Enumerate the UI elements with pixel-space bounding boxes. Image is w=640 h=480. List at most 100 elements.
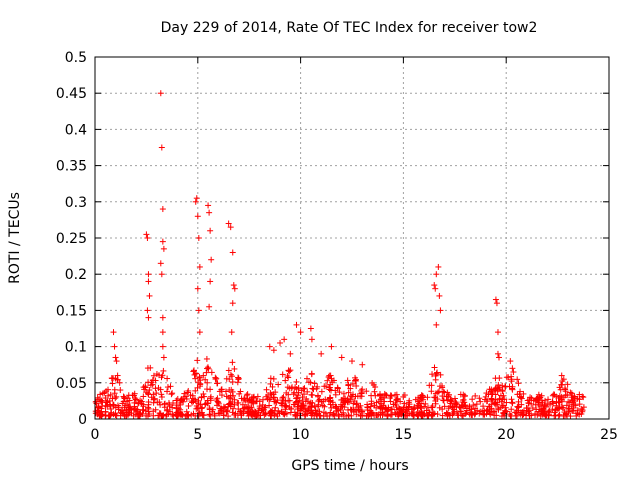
data-point: [230, 282, 237, 289]
baseline-point: [525, 399, 532, 406]
data-point: [359, 361, 366, 368]
data-point: [349, 358, 355, 365]
baseline-point: [155, 384, 162, 391]
baseline-point: [405, 406, 412, 413]
baseline-point: [222, 404, 229, 411]
x-tick-label: 10: [292, 427, 310, 443]
baseline-point: [107, 405, 114, 412]
baseline-point: [326, 384, 333, 391]
data-point: [287, 350, 294, 357]
baseline-point: [310, 386, 317, 393]
baseline-point: [232, 410, 239, 417]
data-point: [113, 358, 120, 365]
baseline-point: [327, 372, 334, 379]
baseline-point: [300, 406, 307, 413]
baseline-point: [235, 374, 242, 381]
baseline-point: [470, 402, 477, 409]
baseline-point: [125, 392, 132, 399]
baseline-point: [510, 369, 517, 376]
baseline-point: [305, 406, 312, 413]
baseline-point: [429, 371, 436, 378]
data-point: [281, 336, 288, 343]
data-point: [229, 249, 236, 256]
baseline-point: [363, 413, 370, 420]
baseline-point: [244, 405, 251, 412]
baseline-point: [345, 412, 352, 419]
baseline-point: [439, 393, 446, 400]
baseline-point: [204, 365, 211, 372]
baseline-point: [146, 411, 153, 418]
baseline-point: [184, 389, 191, 396]
baseline-point: [164, 375, 171, 382]
baseline-point: [262, 411, 269, 418]
y-tick-label: 0.05: [56, 376, 87, 392]
data-point: [194, 285, 201, 292]
baseline-point: [150, 408, 157, 415]
baseline-point: [517, 388, 524, 395]
data-point: [112, 354, 119, 361]
baseline-point: [133, 408, 140, 415]
data-point: [558, 372, 565, 379]
baseline-point: [434, 389, 441, 396]
baseline-point: [275, 381, 282, 388]
baseline-point: [207, 386, 214, 393]
baseline-point: [185, 412, 192, 419]
baseline-point: [353, 411, 360, 418]
x-tick-label: 5: [193, 427, 202, 443]
baseline-point: [250, 400, 257, 407]
baseline-point: [164, 388, 171, 395]
chart-title: Day 229 of 2014, Rate Of TEC Index for r…: [161, 20, 538, 36]
baseline-point: [303, 375, 310, 382]
baseline-point: [102, 402, 109, 409]
baseline-point: [168, 391, 175, 398]
baseline-point: [437, 383, 444, 390]
baseline-point: [229, 409, 236, 416]
baseline-point: [150, 399, 157, 406]
baseline-point: [167, 383, 174, 390]
baseline-point: [282, 402, 289, 409]
baseline-point: [279, 394, 286, 401]
baseline-point: [401, 392, 408, 399]
baseline-point: [580, 394, 587, 401]
baseline-point: [373, 412, 380, 419]
baseline-point: [499, 382, 506, 389]
baseline-point: [309, 410, 316, 417]
baseline-point: [300, 385, 307, 392]
baseline-point: [493, 412, 500, 419]
baseline-point: [373, 399, 380, 406]
baseline-point: [94, 394, 101, 401]
data-point: [297, 329, 304, 336]
baseline-point: [155, 372, 162, 379]
baseline-point: [293, 395, 300, 402]
baseline-point: [150, 372, 157, 379]
baseline-point: [294, 394, 301, 401]
baseline-point: [350, 406, 357, 413]
baseline-point: [525, 410, 532, 417]
baseline-point: [225, 367, 232, 374]
baseline-point: [562, 388, 569, 395]
data-point: [157, 90, 164, 97]
baseline-point: [227, 371, 234, 378]
baseline-point: [135, 400, 142, 407]
baseline-point: [95, 403, 102, 410]
baseline-point: [180, 398, 187, 405]
baseline-point: [494, 387, 501, 394]
data-point: [158, 144, 165, 151]
data-point: [159, 238, 166, 245]
baseline-point: [514, 391, 521, 398]
baseline-point: [274, 397, 281, 404]
baseline-point: [160, 412, 167, 419]
data-point: [227, 224, 234, 231]
data-point: [110, 329, 117, 336]
baseline-point: [266, 402, 273, 409]
baseline-point: [138, 398, 145, 405]
data-point: [496, 354, 503, 361]
baseline-point: [107, 391, 114, 398]
baseline-point: [261, 412, 268, 419]
data-point: [560, 376, 567, 383]
baseline-point: [176, 409, 183, 416]
baseline-point: [364, 404, 371, 411]
baseline-point: [321, 383, 328, 390]
x-tick-label: 20: [497, 427, 515, 443]
baseline-point: [206, 405, 213, 412]
